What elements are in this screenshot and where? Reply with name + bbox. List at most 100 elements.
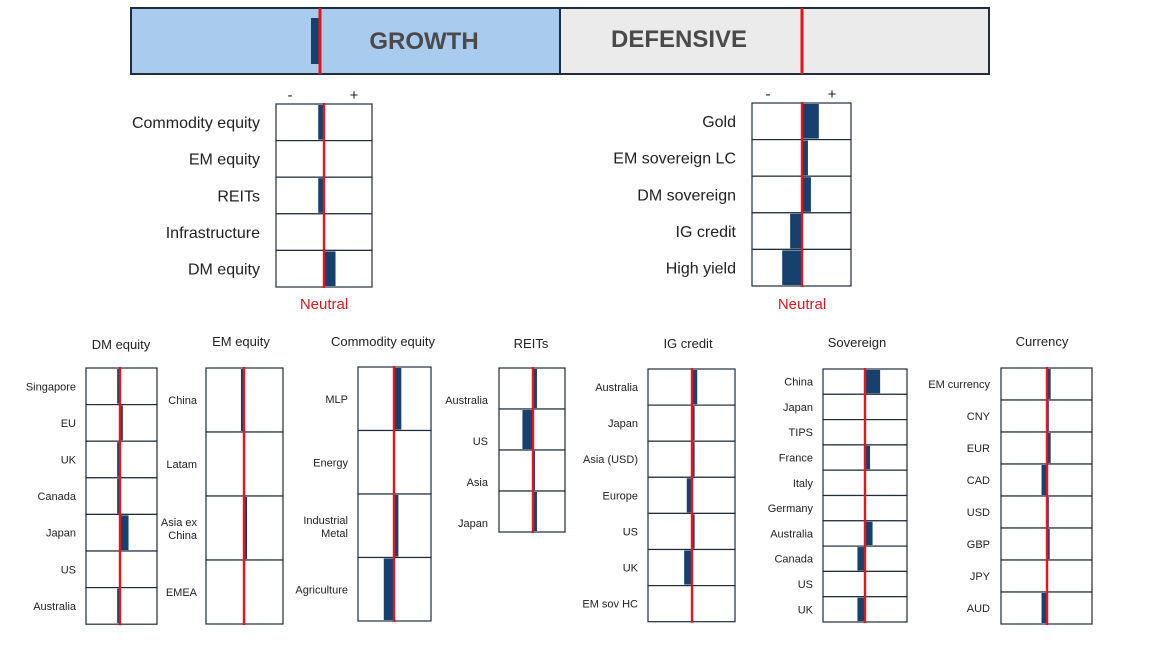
tilt-bar: [117, 588, 120, 624]
growth-box: [131, 8, 560, 74]
defensive-box: [560, 8, 989, 74]
category-label-line: Asia ex: [161, 517, 198, 529]
tilt-bar: [120, 405, 123, 441]
category-label: DM equity: [188, 261, 260, 278]
panel-8: [1000, 367, 1093, 625]
tilt-bar: [802, 140, 808, 176]
category-label: Australia: [445, 395, 489, 407]
category-label: China: [784, 377, 814, 389]
category-label-line: Industrial: [303, 515, 348, 527]
tilt-bar: [117, 369, 120, 404]
category-label: EM sov HC: [582, 599, 638, 611]
category-label: Australia: [770, 528, 814, 540]
category-label: Latam: [166, 459, 197, 471]
category-label: Asia: [467, 477, 489, 489]
category-label: China: [168, 395, 198, 407]
category-label: Asia ex China: [161, 517, 198, 542]
panel-3: [205, 367, 284, 625]
cell-row: [85, 586, 158, 625]
cell-row: [85, 440, 158, 479]
category-label: Asia (USD): [583, 454, 638, 466]
category-label: UK: [61, 454, 77, 466]
tilt-bar: [117, 442, 120, 477]
tilt-bar: [857, 597, 865, 621]
category-label: TIPS: [789, 427, 813, 439]
category-label: Infrastructure: [166, 225, 260, 242]
panel-4: [357, 366, 432, 622]
category-label: US: [798, 579, 813, 591]
category-label: Canada: [37, 491, 76, 503]
tilt-bar: [244, 497, 248, 559]
panel-6: [647, 368, 736, 623]
category-label: Industrial Metal: [303, 515, 348, 540]
category-label: UK: [623, 563, 639, 575]
category-label-line: Metal: [321, 528, 348, 540]
neutral-label: Neutral: [778, 296, 826, 313]
tilt-bar: [1047, 529, 1050, 559]
tilt-bar: [692, 514, 695, 549]
category-label: DM sovereign: [637, 187, 736, 204]
category-label: EM equity: [189, 152, 260, 169]
panel-title: DM equity: [92, 337, 151, 352]
tilt-bar: [684, 550, 692, 585]
category-label: France: [779, 453, 813, 465]
tilt-bar: [240, 369, 244, 431]
category-label: Italy: [793, 478, 814, 490]
panel-title: EM equity: [212, 334, 270, 349]
tilt-bar: [1041, 465, 1047, 495]
tilt-bar: [533, 369, 537, 408]
panel-0: [275, 103, 373, 288]
growth-tilt-bar: [311, 18, 320, 64]
category-label: Japan: [783, 402, 813, 414]
tilt-bar: [802, 104, 819, 139]
category-label: EM currency: [928, 379, 990, 391]
cell-row: [85, 477, 158, 515]
category-label: Agriculture: [295, 585, 348, 597]
tilt-bar: [394, 368, 402, 430]
category-label: EU: [61, 418, 76, 430]
category-label: High yield: [666, 260, 736, 277]
category-label: Singapore: [26, 381, 76, 393]
tilt-bar: [802, 177, 811, 212]
category-label: EUR: [967, 443, 990, 455]
tilt-bar: [318, 105, 324, 140]
category-label: UK: [798, 604, 814, 616]
minus-sign: -: [766, 86, 771, 103]
growth-label: GROWTH: [369, 28, 478, 55]
tilt-bar: [533, 492, 537, 531]
category-label: Japan: [608, 418, 638, 430]
tilt-bar: [383, 558, 394, 620]
panel-title: REITs: [514, 336, 549, 351]
panel-7: [822, 368, 908, 623]
category-label: EMEA: [166, 587, 198, 599]
tilt-bar: [522, 410, 533, 449]
panel-title: IG credit: [663, 336, 713, 351]
defensive-label: DEFENSIVE: [611, 26, 747, 53]
category-label: CAD: [967, 475, 990, 487]
tilt-bar: [692, 442, 695, 477]
tilt-bar: [857, 547, 865, 571]
minus-sign: -: [288, 87, 293, 104]
category-label: Japan: [458, 518, 488, 530]
category-label: Australia: [595, 382, 639, 394]
tilt-bar: [686, 478, 692, 513]
tilt-bar: [692, 406, 695, 441]
panel-title: Sovereign: [828, 335, 887, 350]
category-label: Energy: [313, 458, 348, 470]
category-label: US: [623, 526, 638, 538]
category-label: GBP: [967, 539, 990, 551]
cell-row: [85, 550, 158, 589]
tilt-bar: [1041, 593, 1047, 623]
category-label: Gold: [702, 114, 736, 131]
category-label-line: China: [168, 530, 198, 542]
category-label: US: [61, 564, 76, 576]
tilt-bar: [1047, 369, 1051, 399]
category-label: JPY: [970, 571, 991, 583]
category-label: Germany: [768, 503, 814, 515]
category-label: Japan: [46, 528, 76, 540]
tilt-bar: [394, 495, 399, 557]
tilt-bar: [865, 445, 871, 470]
panel-5: [498, 367, 566, 533]
